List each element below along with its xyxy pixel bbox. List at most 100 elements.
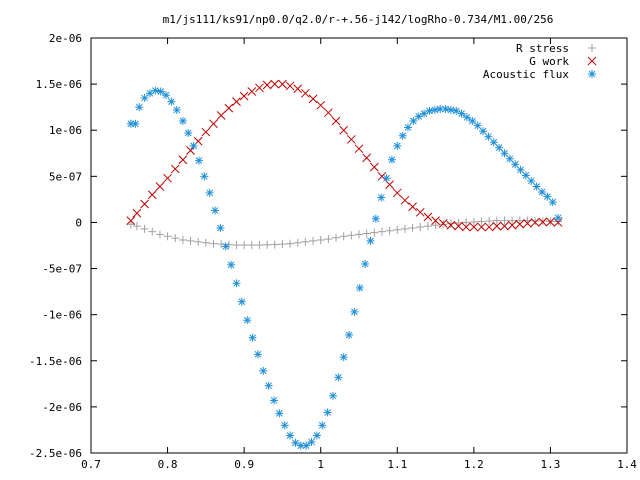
data-point xyxy=(387,155,396,164)
marker-stroke xyxy=(270,79,280,89)
marker-stroke xyxy=(461,222,471,232)
data-point xyxy=(441,105,450,114)
data-point xyxy=(227,260,236,269)
data-point xyxy=(243,316,252,325)
data-point xyxy=(479,127,488,136)
chart-title: m1/js111/ks91/np0.0/q2.0/r-+.56-j142/log… xyxy=(163,13,554,26)
series-r-stress xyxy=(126,216,563,250)
marker-stroke xyxy=(262,80,272,90)
data-point xyxy=(347,231,356,240)
x-tick-label: 1 xyxy=(317,458,324,471)
data-point xyxy=(508,216,517,225)
marker-stroke xyxy=(184,129,192,137)
marker-stroke xyxy=(492,221,502,231)
marker-stroke xyxy=(147,190,157,200)
marker-stroke xyxy=(324,108,333,118)
marker-stroke xyxy=(286,432,294,439)
marker-stroke xyxy=(501,149,508,157)
legend-item: G work xyxy=(529,55,597,68)
data-point xyxy=(339,232,348,241)
marker-stroke xyxy=(533,183,540,190)
y-tick-label: 5e-07 xyxy=(49,170,82,183)
data-point xyxy=(548,198,557,207)
y-tick-label: -1e-06 xyxy=(42,309,82,322)
data-point xyxy=(178,235,187,244)
data-point xyxy=(473,121,482,130)
marker-stroke xyxy=(420,110,428,117)
data-point xyxy=(201,238,210,247)
marker-stroke xyxy=(546,217,555,227)
marker-stroke xyxy=(479,127,487,135)
marker-stroke xyxy=(195,157,203,165)
plot-area xyxy=(126,79,563,450)
data-point xyxy=(200,172,209,181)
data-point xyxy=(361,259,370,268)
data-point xyxy=(264,381,273,390)
data-point xyxy=(415,207,425,217)
data-point xyxy=(140,224,149,233)
data-point xyxy=(216,223,225,232)
data-point xyxy=(262,80,272,90)
marker-stroke xyxy=(247,87,257,96)
data-point xyxy=(366,236,375,245)
marker-stroke xyxy=(553,218,563,227)
data-point xyxy=(132,222,141,231)
data-point xyxy=(416,223,425,232)
axes: 0.7 0.8 0.9 1 1.1 1.2 1.3 1.4 2e-06 1.5e-06 1e-06 5… xyxy=(29,32,637,471)
marker-stroke xyxy=(458,110,465,117)
data-point xyxy=(469,217,478,226)
data-point xyxy=(140,93,149,102)
data-point xyxy=(239,91,249,101)
data-point xyxy=(167,97,176,106)
legend-label: G work xyxy=(529,55,569,68)
marker-stroke xyxy=(173,106,181,114)
y-tick-label: 1.5e-06 xyxy=(36,78,82,91)
data-point xyxy=(318,421,327,430)
data-point xyxy=(500,221,509,231)
marker-stroke xyxy=(527,177,535,185)
data-point xyxy=(132,208,142,218)
data-point xyxy=(523,219,532,228)
marker-stroke xyxy=(523,219,532,228)
marker-stroke xyxy=(474,122,482,129)
data-point xyxy=(489,138,498,147)
x-tick-label: 1.3 xyxy=(540,458,560,471)
data-point xyxy=(172,105,181,114)
data-point xyxy=(462,113,471,122)
legend-label: Acoustic flux xyxy=(483,68,569,81)
data-point xyxy=(328,391,337,400)
data-point xyxy=(554,213,563,222)
data-point xyxy=(285,81,295,91)
marker-stroke xyxy=(227,261,235,269)
y-tick-label: 2e-06 xyxy=(49,32,82,45)
marker-stroke xyxy=(377,171,387,181)
marker-stroke xyxy=(151,87,159,94)
marker-stroke xyxy=(178,155,188,165)
marker-stroke xyxy=(385,180,394,189)
data-point xyxy=(408,202,417,212)
data-point xyxy=(538,217,548,227)
data-point xyxy=(346,135,356,144)
data-point xyxy=(495,143,504,152)
marker-stroke xyxy=(278,79,287,89)
data-point xyxy=(538,217,547,226)
marker-stroke xyxy=(588,70,596,78)
marker-stroke xyxy=(436,105,444,113)
marker-stroke xyxy=(517,166,524,174)
data-point xyxy=(293,84,303,94)
marker-stroke xyxy=(369,162,379,172)
data-point xyxy=(484,132,493,141)
marker-stroke xyxy=(141,94,148,102)
data-point xyxy=(308,94,318,104)
data-point xyxy=(439,220,448,229)
marker-stroke xyxy=(217,224,224,232)
marker-stroke xyxy=(367,237,374,245)
marker-stroke xyxy=(318,421,326,429)
marker-stroke xyxy=(162,91,170,99)
data-point xyxy=(316,235,325,244)
data-point xyxy=(253,350,262,359)
marker-stroke xyxy=(135,103,143,111)
data-point xyxy=(370,228,379,237)
marker-stroke xyxy=(530,218,540,227)
data-point xyxy=(492,221,502,231)
